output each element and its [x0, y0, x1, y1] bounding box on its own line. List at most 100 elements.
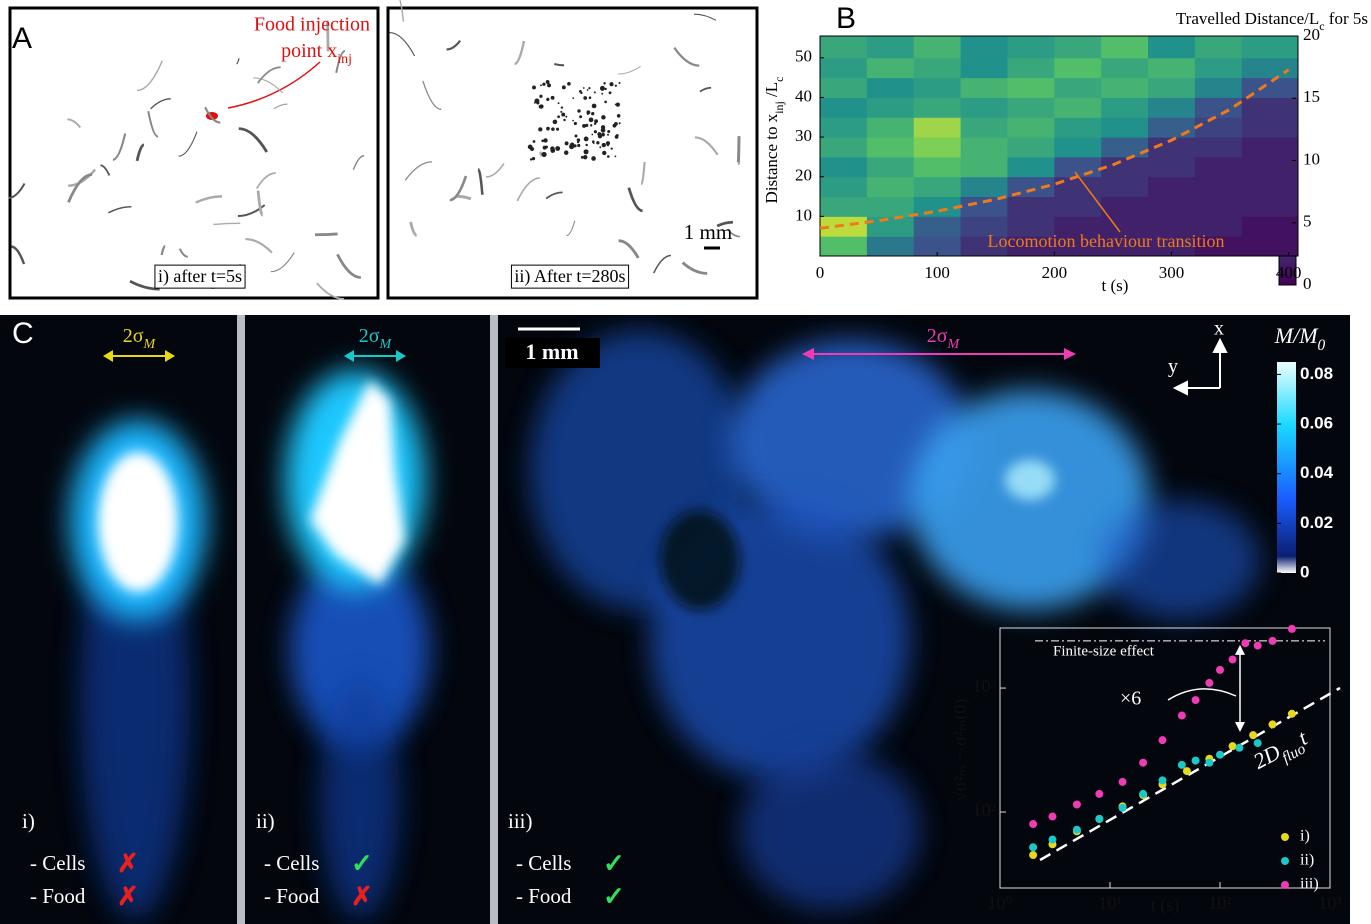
data-point [1158, 776, 1166, 784]
heat-cell [1242, 58, 1299, 78]
heat-cell [1195, 157, 1242, 177]
texture [546, 80, 550, 84]
texture [607, 144, 609, 146]
data-point [1095, 815, 1103, 823]
texture [532, 86, 536, 90]
text-part: 2σ [123, 325, 144, 347]
heat-cell [1007, 197, 1054, 217]
heat-cell [914, 216, 961, 236]
caption: i) after t=5s [158, 266, 242, 287]
texture [591, 112, 594, 115]
text-part: /L [762, 82, 781, 101]
condition: - Cells [516, 851, 571, 875]
texture [611, 148, 613, 150]
texture [532, 157, 535, 160]
legend-label: i) [1300, 828, 1310, 845]
heat-cell [961, 157, 1008, 177]
texture [545, 146, 548, 149]
texture [604, 101, 607, 104]
data-point [1229, 742, 1237, 750]
colorbar-tick-label: 5 [1303, 212, 1312, 231]
texture [538, 127, 542, 131]
heat-cell [961, 58, 1008, 78]
texture [602, 151, 606, 155]
data-point [1073, 801, 1081, 809]
texture [607, 134, 609, 136]
texture [615, 85, 617, 87]
heat-cell [1101, 157, 1148, 177]
heat-cell [1101, 58, 1148, 78]
x-tick-label: 0 [816, 263, 825, 282]
data-point [1205, 679, 1213, 687]
panel-label: C [12, 317, 34, 350]
texture [567, 82, 571, 86]
legend-swatch [1281, 833, 1289, 841]
texture [534, 102, 536, 104]
page: {"panel_labels": ["A", "B", "C"], "panel… [0, 0, 1371, 924]
texture [577, 141, 579, 143]
texture [539, 95, 542, 98]
texture [585, 140, 587, 142]
heat-cell [1148, 117, 1195, 137]
texture [587, 89, 589, 91]
heat-cell [1054, 157, 1101, 177]
legend-swatch [1281, 881, 1289, 889]
x-axis-label: t (s) [1102, 276, 1129, 295]
texture [584, 149, 589, 154]
panel-label: B [836, 2, 856, 35]
data-point [1178, 712, 1186, 720]
texture [536, 101, 539, 104]
data-point [1178, 761, 1186, 769]
heat-cell [1007, 36, 1054, 58]
scale-label: 1 mm [684, 220, 732, 244]
heat-cell [1242, 117, 1299, 137]
texture [574, 135, 577, 138]
texture [540, 84, 542, 86]
panel-label: A [12, 22, 32, 55]
heat-cell [1195, 36, 1242, 58]
texture [539, 105, 543, 109]
data-point [1288, 625, 1296, 633]
condition: - Food [30, 884, 86, 908]
heat-cell [1148, 78, 1195, 98]
text-part: M [379, 337, 393, 352]
heat-cell [1195, 78, 1242, 98]
texture [609, 91, 612, 94]
annotation: Locomotion behaviour transition [988, 231, 1225, 251]
colorbar-tick-label: 0.06 [1300, 414, 1333, 433]
texture [583, 96, 587, 100]
texture [574, 122, 577, 125]
annotation: Food injection [254, 14, 370, 36]
colorbar-title: Travelled Distance/Lc for 5s [1176, 9, 1368, 33]
texture [603, 82, 605, 84]
heat-cell [1054, 137, 1101, 157]
texture [592, 104, 597, 109]
heat-cell [1195, 58, 1242, 78]
texture [601, 93, 603, 95]
texture [581, 156, 584, 159]
heat-cell [867, 58, 914, 78]
texture [563, 119, 565, 121]
data-point [1249, 731, 1257, 739]
heat-cell [1054, 78, 1101, 98]
texture [594, 119, 598, 123]
data-point [1183, 767, 1191, 775]
texture [607, 130, 610, 133]
texture [562, 85, 566, 89]
texture [585, 144, 587, 146]
condition-mark: ✓ [351, 848, 373, 878]
texture [601, 128, 606, 133]
texture [616, 134, 619, 137]
heat-cell [1242, 177, 1299, 197]
texture [604, 88, 606, 90]
heat-cell [1148, 157, 1195, 177]
heat-cell [1007, 157, 1054, 177]
texture [572, 120, 574, 122]
texture [619, 82, 621, 84]
text-part: 2σ [927, 325, 948, 347]
heat-cell [1054, 197, 1101, 217]
data-point [1029, 820, 1037, 828]
heat-cell [961, 117, 1008, 137]
heat-cell [1148, 197, 1195, 217]
text-part: Distance to x [762, 113, 781, 203]
